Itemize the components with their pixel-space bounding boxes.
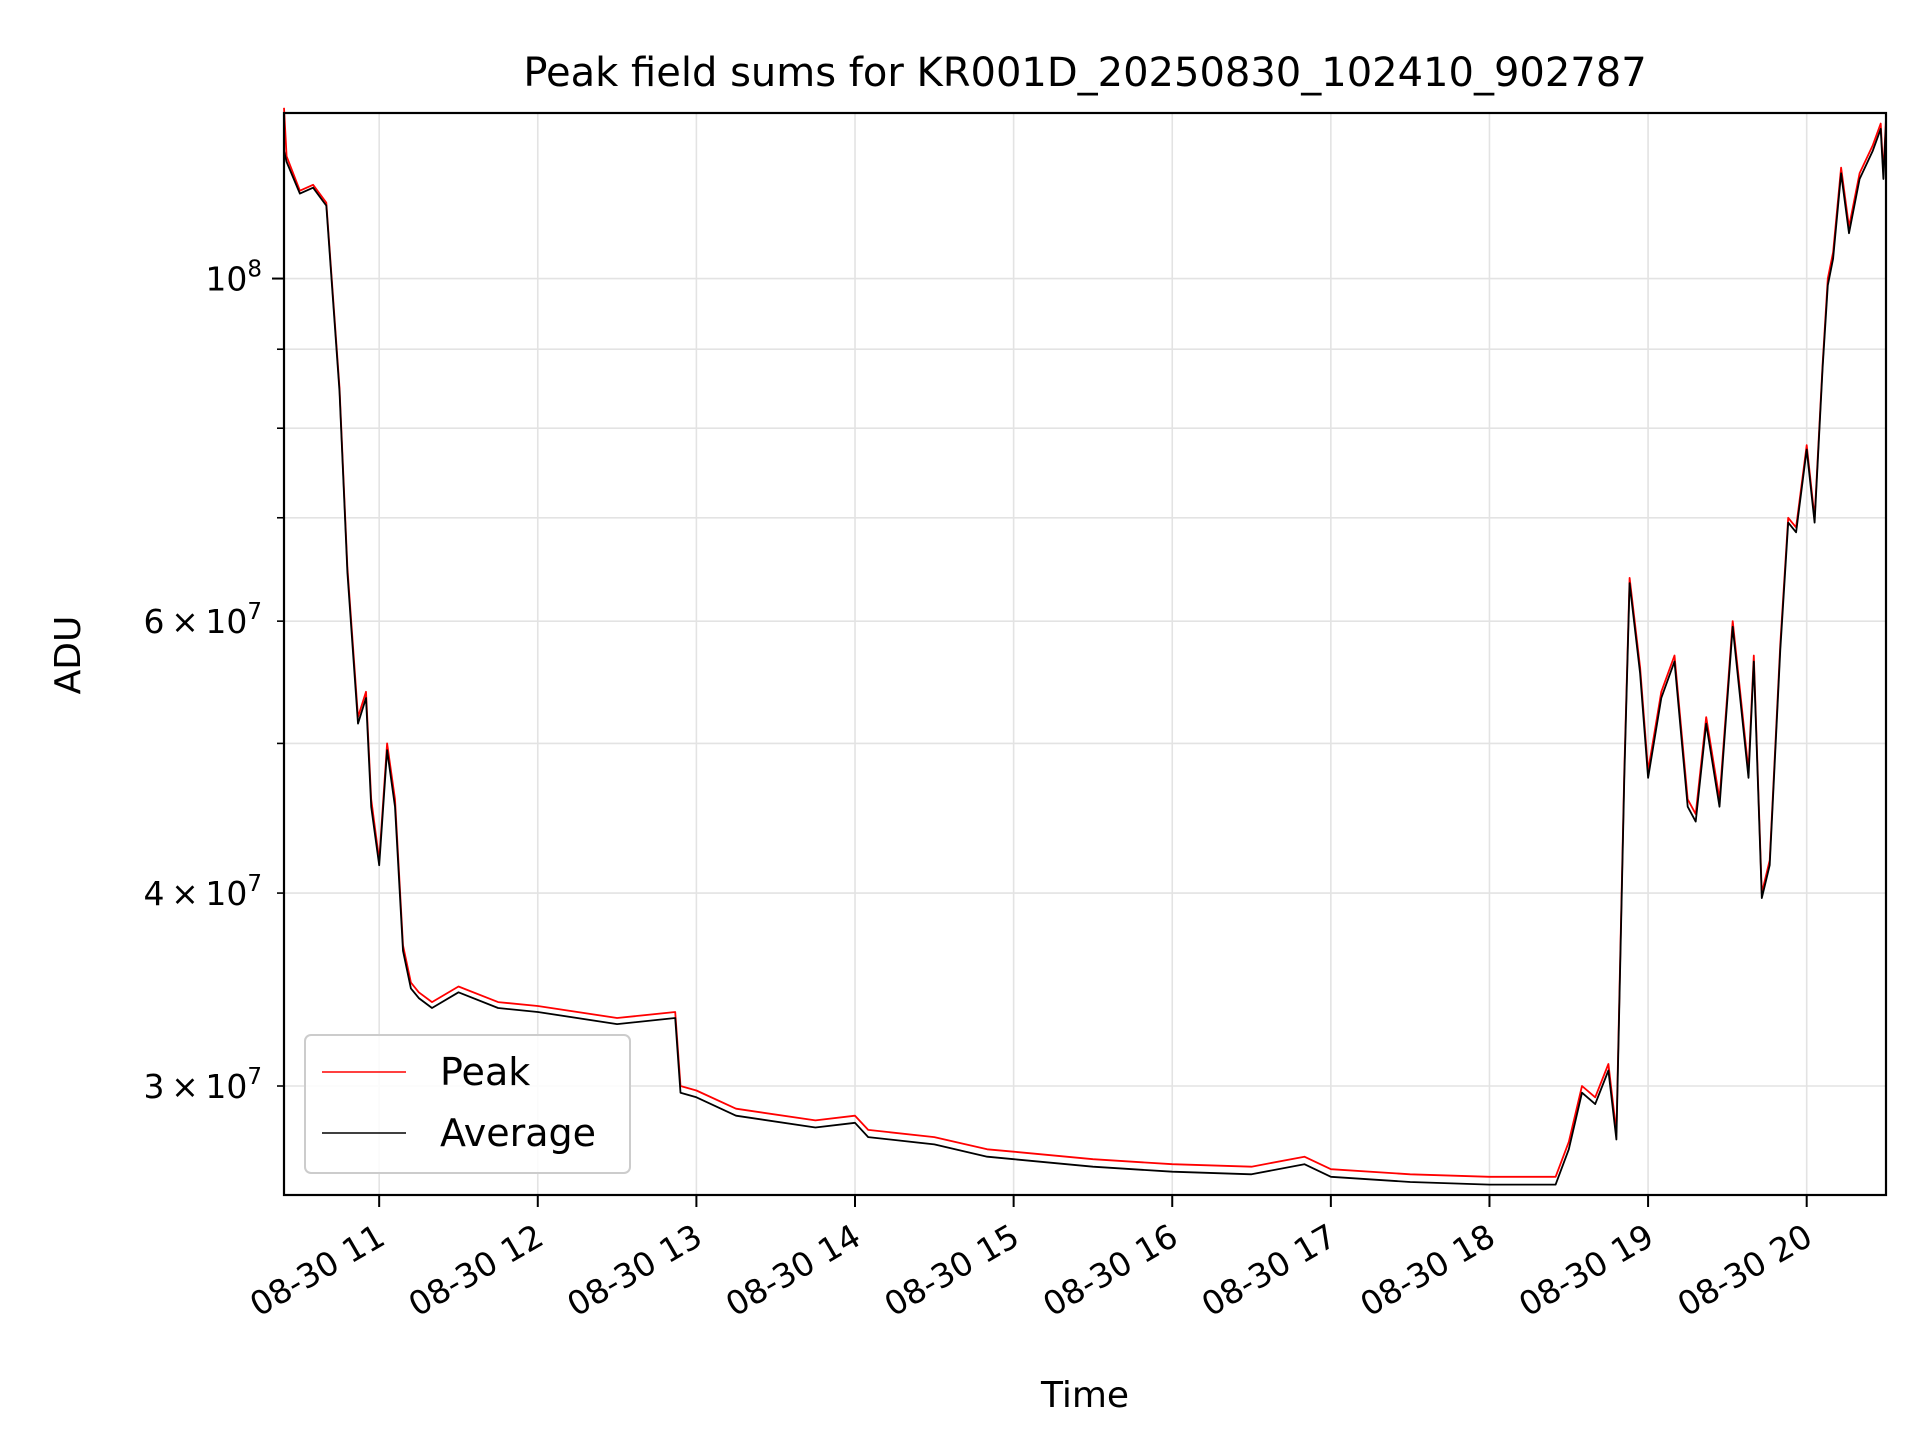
y-tick-label: 4 × 107 <box>144 871 262 913</box>
y-tick-label: 108 <box>205 257 262 299</box>
y-axis-label: ADU <box>48 616 89 695</box>
legend: Peak Average <box>304 1034 631 1174</box>
legend-label-average: Average <box>440 1111 596 1155</box>
series-lines <box>283 107 1887 1186</box>
y-tick-label: 3 × 107 <box>144 1064 262 1106</box>
legend-box <box>304 1034 631 1174</box>
grid <box>284 113 1886 1195</box>
plot-frame <box>282 111 1888 1197</box>
y-tick-label: 6 × 107 <box>144 599 262 641</box>
legend-label-peak: Peak <box>440 1050 530 1094</box>
x-axis-label: Time <box>1040 1375 1129 1416</box>
series-line-average <box>283 123 1887 1186</box>
chart-title: Peak field sums for KR001D_20250830_1024… <box>523 50 1646 96</box>
y-axis: 108 3 × 107 4 × 107 6 × 107 <box>144 257 284 1106</box>
